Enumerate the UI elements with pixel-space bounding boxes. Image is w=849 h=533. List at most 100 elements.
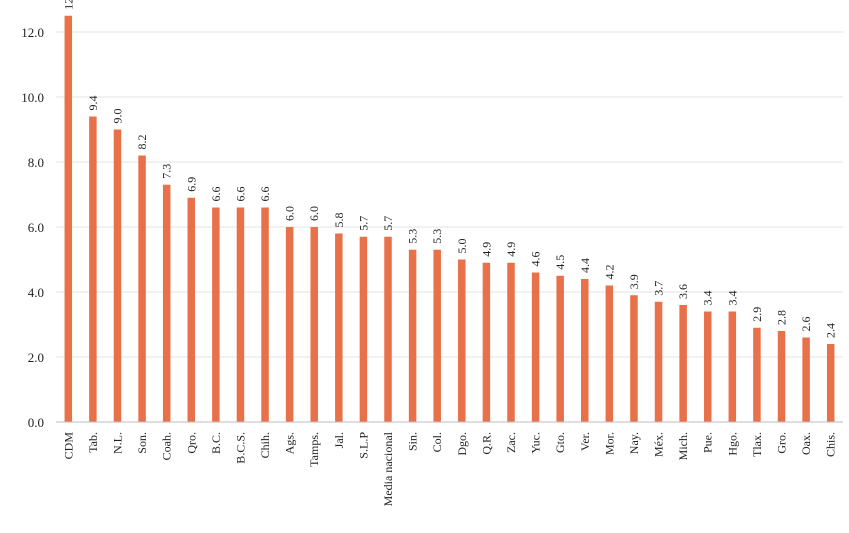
category-label: Son. [135,432,149,454]
bar [728,311,737,422]
category-labels: CDM Tab. N.L. Son. Coah. Qro. B.C. B.C.S. Chih. A… [61,431,837,506]
bars [64,15,835,422]
category-label: Sin. [406,432,420,451]
bar [359,236,368,422]
category-label: Nay. [627,432,641,454]
data-label: 2.9 [750,307,764,322]
category-label: Jal. [332,432,346,448]
data-label: 4.2 [602,265,616,280]
data-label: 6.6 [258,187,272,202]
y-axis-ticks: 0.0 2.0 4.0 6.0 8.0 10.0 12.0 [21,25,44,430]
y-tick-label: 8.0 [28,155,44,170]
category-label: Mich. [676,432,690,460]
category-label: B.C. [209,432,223,454]
bar [113,129,122,422]
bar [89,116,97,422]
category-label: Col. [430,432,444,452]
bar [581,279,589,422]
data-label: 4.4 [578,258,592,273]
y-tick-label: 6.0 [28,220,44,235]
bar [630,295,638,422]
data-label: 3.9 [627,274,641,289]
data-label: 8.2 [135,135,149,150]
data-label: 5.8 [332,213,346,228]
category-label: Coah. [160,432,174,460]
bar [777,331,786,422]
data-label: 5.7 [356,216,370,231]
category-label: Gro. [775,432,789,454]
bar [556,275,564,422]
data-label: 6.6 [209,187,223,202]
category-label: Tab. [86,432,100,453]
data-label: 5.0 [455,239,469,254]
category-label: Chis. [824,432,838,457]
category-label: Mor. [602,432,616,455]
bar [482,262,491,422]
bar [384,236,392,422]
category-label: Q.R. [479,432,493,455]
bar [187,197,196,422]
data-label: 9.0 [110,109,124,124]
bar [605,285,614,422]
bar [703,311,712,422]
category-label: Oax. [799,432,813,455]
bar [212,207,220,422]
data-label: 3.6 [676,284,690,299]
bar [138,155,146,422]
bar [261,207,269,422]
category-label: Dgo. [455,432,469,456]
data-label: 2.8 [775,310,789,325]
data-label: 5.3 [430,229,444,244]
data-label: 12.5 [61,0,75,10]
data-label: 4.9 [504,242,518,257]
category-label: B.C.S. [233,432,247,464]
category-label: Ver. [578,432,592,451]
y-tick-label: 0.0 [28,415,44,430]
data-labels: 12.5 9.4 9.0 8.2 7.3 6.9 6.6 6.6 6.6 6.0 6.0 5.8 5.7… [61,0,837,338]
category-label: N.L. [110,432,124,454]
bar [236,207,245,422]
gridlines [56,31,843,358]
data-label: 4.6 [529,252,543,267]
data-label: 4.9 [479,242,493,257]
bar [507,262,515,422]
bar [531,272,540,422]
bar [285,227,294,422]
category-label: Gto. [553,432,567,453]
category-label: Chih. [258,432,272,458]
category-label: Pue. [701,432,715,453]
category-label: Yuc. [529,432,543,454]
data-label: 6.6 [233,187,247,202]
bar [458,259,466,422]
category-label: Qro. [184,432,198,454]
category-label: Tamps. [307,432,321,467]
data-label: 9.4 [86,96,100,111]
y-tick-label: 4.0 [28,285,44,300]
category-label: CDM [61,432,75,460]
data-label: 6.0 [307,206,321,221]
bar [310,227,318,422]
data-label: 3.7 [652,281,666,296]
bar [753,327,761,422]
data-label: 6.9 [184,177,198,192]
data-label: 4.5 [553,255,567,270]
y-tick-label: 2.0 [28,350,44,365]
data-label: 5.7 [381,216,395,231]
bar [335,233,343,422]
bar [162,184,171,422]
data-label: 3.4 [725,291,739,306]
data-label: 3.4 [701,291,715,306]
y-tick-label: 12.0 [21,25,44,40]
y-tick-label: 10.0 [21,90,44,105]
bar [64,15,73,422]
data-label: 5.3 [406,229,420,244]
bar [679,305,687,422]
category-label: Méx. [652,432,666,457]
data-label: 2.6 [799,317,813,332]
bar [826,344,835,422]
category-label: Hgo. [725,432,739,456]
data-label: 6.0 [283,206,297,221]
category-label: Media nacional [381,431,395,506]
category-label: S.L.P [356,432,370,459]
